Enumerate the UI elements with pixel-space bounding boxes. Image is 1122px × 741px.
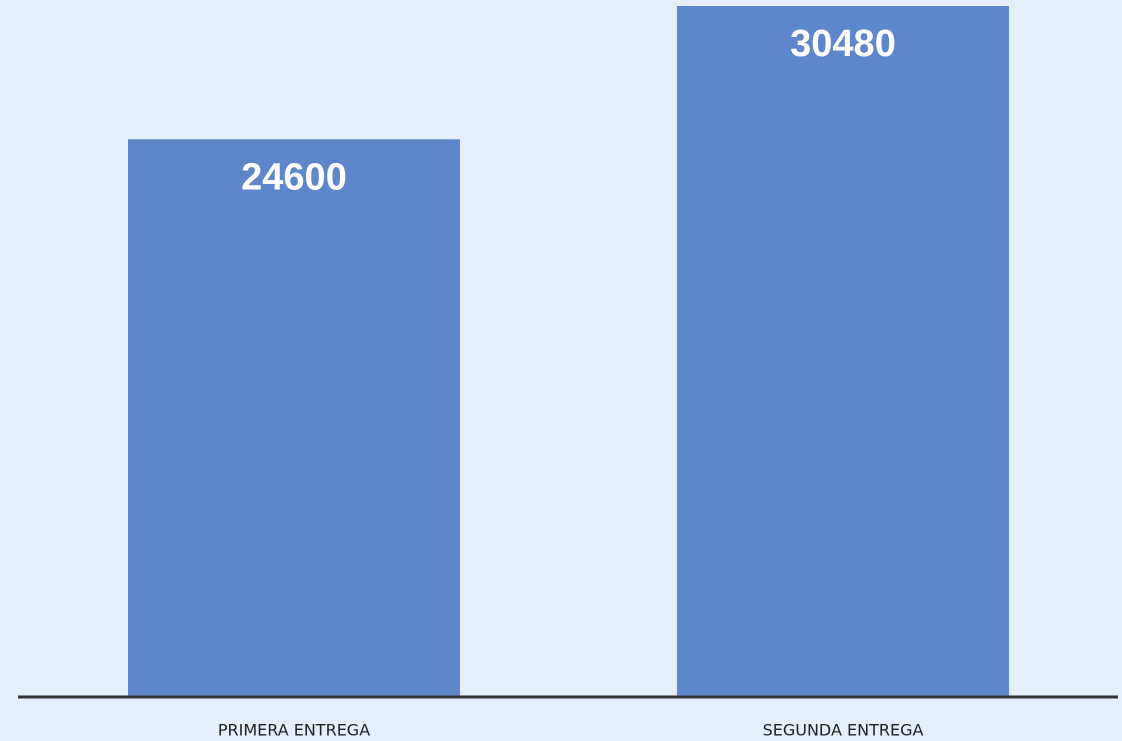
bar: [128, 139, 460, 697]
x-tick-label: SEGUNDA ENTREGA: [763, 721, 924, 740]
data-label: 30480: [790, 23, 896, 65]
bar: [677, 6, 1009, 697]
data-label: 24600: [241, 156, 347, 198]
x-tick-label: PRIMERA ENTREGA: [218, 721, 370, 740]
